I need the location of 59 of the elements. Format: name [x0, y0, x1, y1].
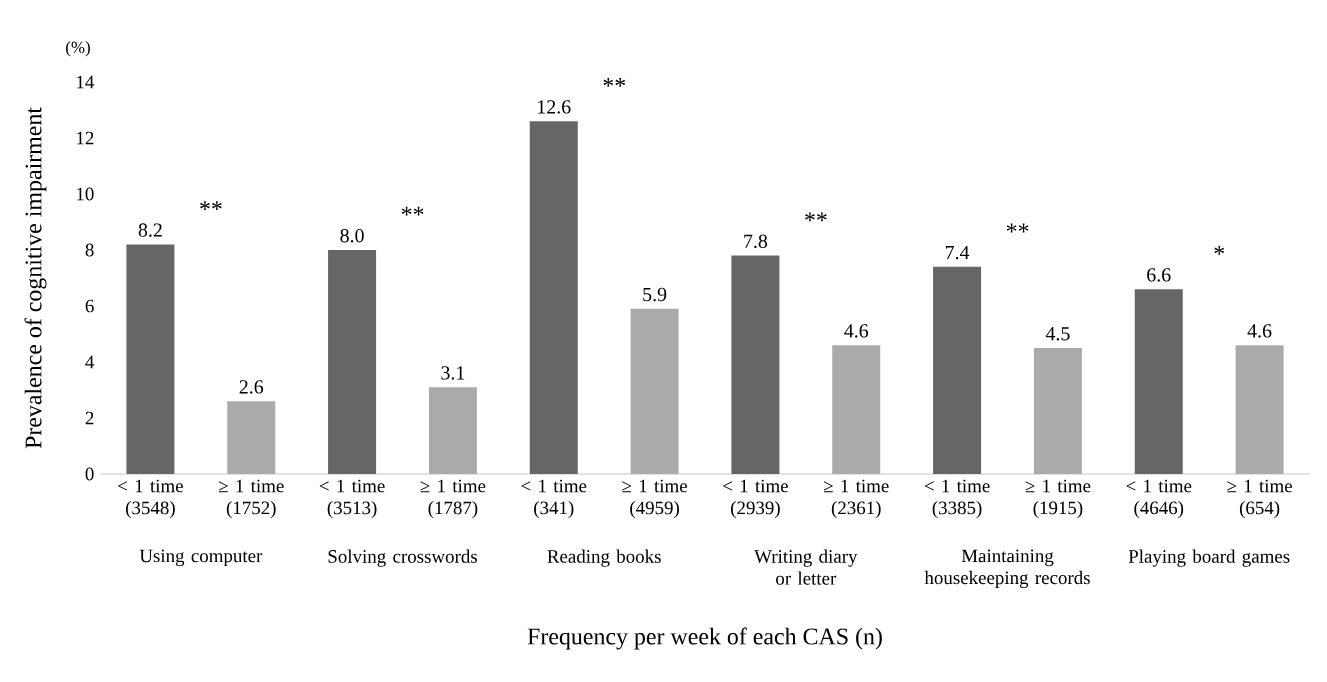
text: Solving crosswords — [328, 549, 477, 567]
data-label: 5.9 — [643, 287, 667, 302]
data-label: 7.4 — [945, 245, 970, 260]
x-tick-label: < 1 time (3513) — [319, 479, 385, 519]
bar — [1235, 345, 1284, 474]
y-tick-label: 0 — [85, 467, 94, 481]
x-tick-label: ≥ 1 time (654) — [1227, 479, 1292, 519]
x-tick-label: ≥ 1 time (4959) — [622, 479, 687, 519]
data-label: 4.6 — [1247, 324, 1272, 338]
text: Playing board games — [1128, 549, 1290, 567]
y-tick-label: 10 — [77, 187, 94, 201]
text: Reading books — [547, 549, 661, 567]
y-axis-title: Prevalence of cognitive impairment — [24, 107, 47, 449]
data-label: 4.5 — [1045, 327, 1070, 341]
text: Using computer — [139, 549, 263, 567]
data-label: 8.0 — [340, 228, 364, 243]
y-tick-label: 12 — [77, 131, 94, 145]
y-tick-label: 14 — [77, 75, 95, 89]
x-tick-label: < 1 time (341) — [521, 479, 587, 519]
bar — [1033, 348, 1082, 474]
bar — [328, 250, 377, 474]
bar — [126, 244, 175, 474]
x-tick-label: ≥ 1 time (1752) — [218, 479, 284, 519]
x-tick-label: ≥ 1 time (1915) — [1025, 479, 1091, 519]
annotation: ** — [1006, 223, 1029, 233]
x-tick-label: < 1 time (4646) — [1126, 479, 1192, 519]
bar — [731, 255, 780, 474]
y-tick-label: 6 — [85, 299, 94, 313]
x-tick-label: < 1 time (2939) — [723, 479, 788, 519]
x-tick-label: < 1 time (3548) — [118, 479, 183, 519]
text: Maintaining housekeeping records — [924, 549, 1090, 589]
x-tick-label: ≥ 1 time (1787) — [420, 479, 486, 519]
y-tick-label: 8 — [85, 243, 94, 257]
x-tick-label: < 1 time (3385) — [924, 479, 990, 519]
bar — [832, 345, 881, 474]
data-label: 4.6 — [844, 324, 869, 338]
annotation: ** — [805, 212, 827, 222]
data-label: 7.8 — [744, 234, 768, 249]
y-tick-label: 2 — [85, 411, 94, 425]
bar — [428, 387, 477, 474]
x-tick-label: ≥ 1 time (2361) — [823, 479, 889, 519]
x-axis-title: Frequency per week of each CAS (n) — [527, 627, 882, 650]
bar — [227, 401, 276, 474]
annotation: ** — [200, 201, 222, 210]
annotation: ** — [603, 78, 626, 87]
bar — [630, 308, 679, 474]
bar — [933, 266, 982, 474]
bar — [529, 121, 578, 474]
data-label: 12.6 — [538, 100, 571, 114]
annotation: * — [1214, 246, 1225, 255]
bar — [1134, 289, 1183, 474]
data-label: 6.6 — [1147, 268, 1171, 282]
annotation: ** — [401, 206, 424, 216]
text: Writing diary or letter — [754, 549, 858, 585]
y-tick-label: 4 — [85, 355, 95, 369]
text: (%) — [66, 41, 90, 57]
data-label: 2.6 — [239, 380, 264, 394]
data-label: 3.1 — [441, 366, 465, 380]
data-label: 8.2 — [138, 223, 162, 237]
